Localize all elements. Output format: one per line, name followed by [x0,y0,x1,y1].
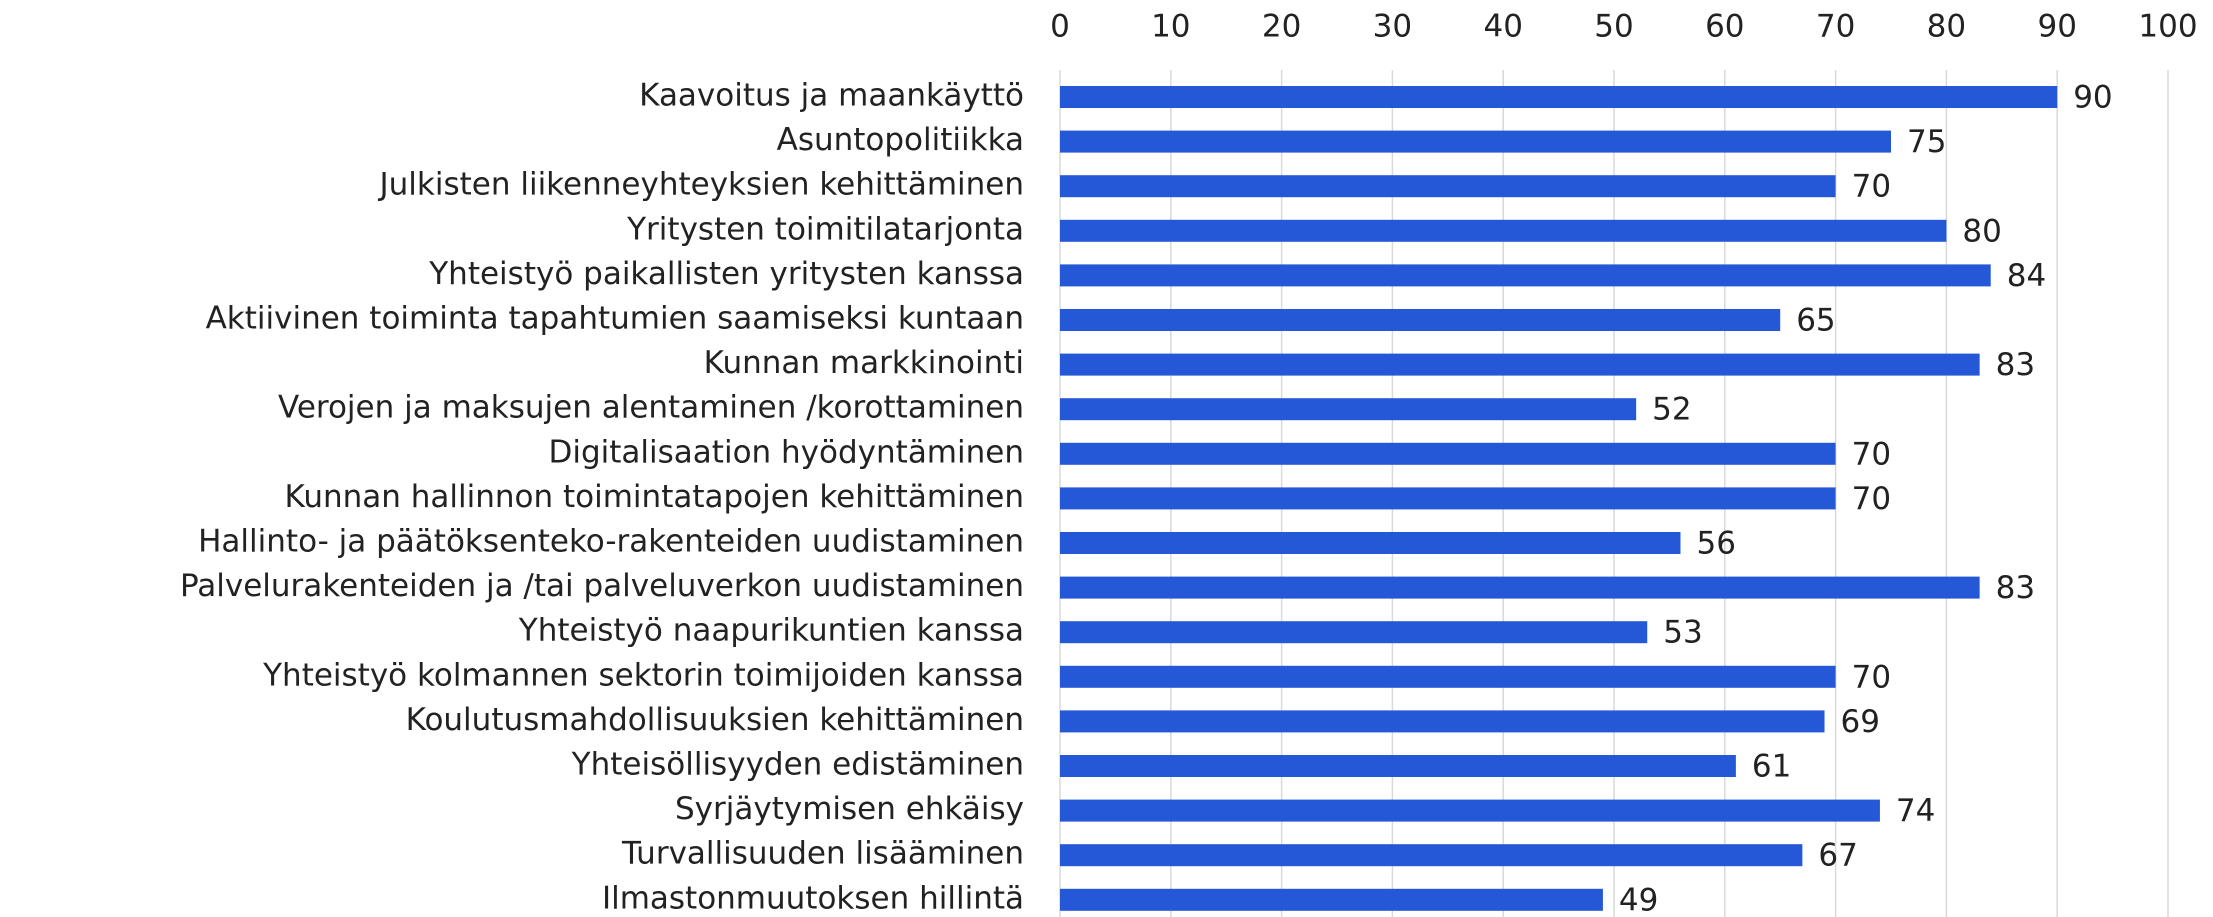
x-tick-label: 40 [1483,9,1522,45]
bar [1060,398,1637,421]
y-tick-label: Palvelurakenteiden ja /tai palveluverkon… [180,568,1024,604]
data-label: 70 [1852,659,1891,695]
bar [1060,532,1681,554]
y-tick-label: Syrjäytymisen ehkäisy [675,791,1024,827]
y-tick-label: Aktiivinen toiminta tapahtumien saamisek… [206,301,1024,337]
data-label: 65 [1796,303,1835,339]
data-label: 83 [1996,347,2035,383]
data-label: 83 [1996,570,2035,606]
y-tick-label: Julkisten liikenneyhteyksien kehittämine… [378,167,1025,203]
y-tick-label: Digitalisaation hyödyntäminen [549,434,1025,470]
data-label: 84 [2007,258,2046,294]
bar [1060,888,1603,911]
data-label: 80 [1962,213,2001,249]
data-label: 70 [1852,169,1891,205]
bar [1060,755,1736,777]
bar [1060,309,1781,331]
data-label: 53 [1663,615,1702,651]
bar [1060,442,1836,465]
y-tick-label: Asuntopolitiikka [777,122,1024,158]
bar [1060,487,1836,510]
data-label: 67 [1818,838,1857,874]
data-label: 56 [1696,526,1735,562]
y-tick-label: Verojen ja maksujen alentaminen /korotta… [278,390,1024,426]
bar [1060,576,1980,599]
x-tick-label: 60 [1705,9,1744,45]
x-tick-label: 100 [2138,9,2197,45]
bar [1060,86,2058,108]
bar [1060,621,1648,644]
data-label: 70 [1852,481,1891,517]
x-tick-label: 20 [1262,9,1301,45]
y-tick-label: Turvallisuuden lisääminen [621,836,1024,872]
data-label: 52 [1652,392,1691,428]
x-tick-label: 10 [1151,9,1190,45]
bar [1060,665,1836,688]
bar [1060,175,1836,198]
data-label: 61 [1752,749,1791,785]
x-tick-label: 80 [1927,9,1966,45]
bar [1060,799,1880,822]
y-tick-label: Koulutusmahdollisuuksien kehittäminen [406,702,1024,738]
y-tick-label: Yhteisöllisyyden edistäminen [571,747,1024,783]
data-label: 74 [1896,793,1935,829]
y-tick-label: Yhteistyö paikallisten yritysten kanssa [428,256,1024,292]
x-tick-label: 30 [1373,9,1412,45]
data-label: 90 [2073,80,2112,116]
bar [1060,710,1825,733]
bar [1060,130,1891,153]
y-tick-label: Kaavoitus ja maankäyttö [639,78,1024,114]
y-tick-label: Hallinto- ja päätöksenteko-rakenteiden u… [198,524,1024,560]
data-label: 75 [1907,124,1946,160]
y-tick-label: Yritysten toimitilatarjonta [626,211,1024,247]
data-label: 69 [1841,704,1880,740]
bar [1060,219,1947,242]
y-tick-label: Kunnan markkinointi [704,345,1024,381]
x-tick-label: 50 [1594,9,1633,45]
bar [1060,264,1991,287]
y-tick-label: Ilmastonmuutoksen hillintä [602,880,1024,916]
data-label: 70 [1852,436,1891,472]
x-tick-label: 70 [1816,9,1855,45]
y-tick-label: Kunnan hallinnon toimintatapojen kehittä… [285,479,1024,515]
x-tick-label: 90 [2037,9,2076,45]
y-tick-label: Yhteistyö kolmannen sektorin toimijoiden… [262,657,1024,693]
data-label: 49 [1619,882,1658,917]
bar [1060,844,1803,867]
x-tick-label: 0 [1050,9,1070,45]
y-tick-label: Yhteistyö naapurikuntien kanssa [518,613,1024,649]
bar [1060,353,1980,376]
